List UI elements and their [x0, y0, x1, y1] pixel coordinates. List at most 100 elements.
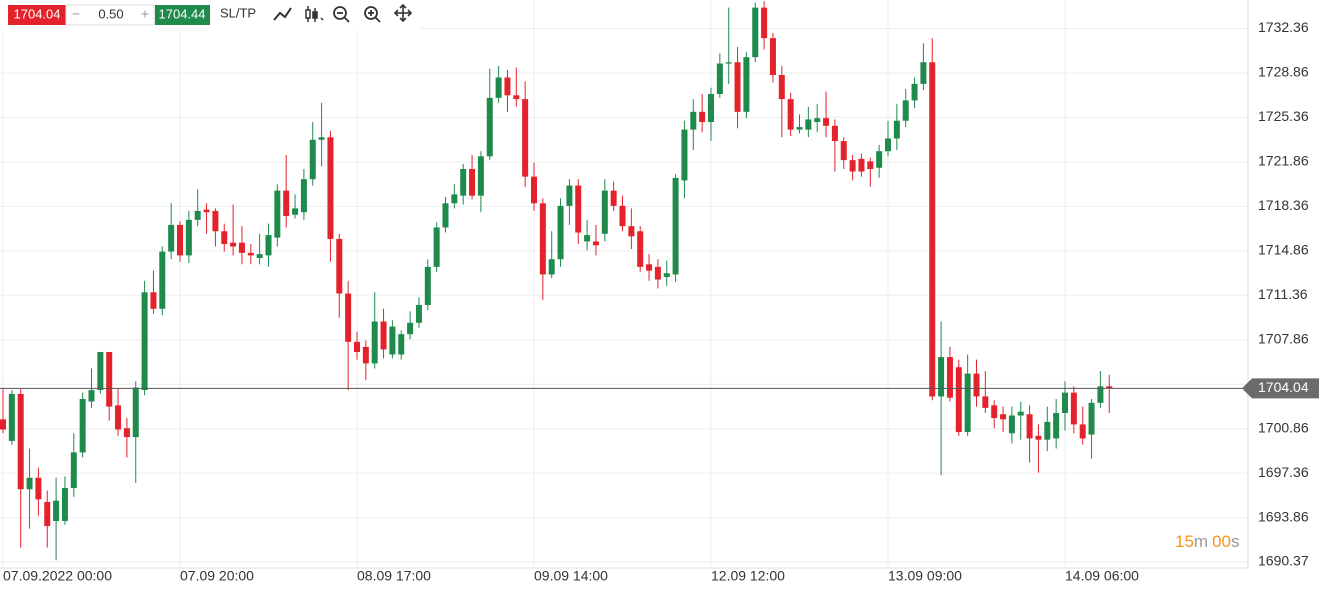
- candle-body: [141, 292, 148, 391]
- line-chart-icon[interactable]: [273, 7, 292, 21]
- candle-body: [513, 95, 520, 100]
- candle-body: [1079, 424, 1086, 439]
- candle-body: [1035, 435, 1042, 440]
- candle-body: [486, 97, 493, 157]
- candle-body: [610, 190, 617, 206]
- candle-body: [300, 179, 307, 213]
- y-tick-label: 1725.36: [1258, 108, 1309, 124]
- buy-button[interactable]: [155, 5, 210, 25]
- candle-body: [1070, 392, 1077, 425]
- candle-body: [477, 156, 484, 196]
- candle-body: [964, 373, 971, 433]
- bid-price[interactable]: 1704.04: [14, 6, 61, 21]
- y-tick-label: 1732.36: [1258, 19, 1309, 35]
- candle-body: [619, 205, 626, 227]
- candle-body: [79, 398, 86, 453]
- candle-body: [194, 210, 201, 220]
- candle-body: [327, 137, 334, 239]
- candle-body: [212, 210, 219, 232]
- ask-price[interactable]: 1704.44: [159, 6, 206, 21]
- y-tick-label: 1728.86: [1258, 64, 1309, 80]
- lot-size[interactable]: 0.50: [98, 6, 123, 21]
- candle-body: [1106, 386, 1113, 389]
- candle-body: [991, 405, 998, 419]
- candle-body: [123, 428, 130, 438]
- candle-body: [1088, 402, 1095, 435]
- candle-body: [769, 38, 776, 75]
- candle-body: [185, 219, 192, 256]
- candle-body: [256, 254, 263, 258]
- last-price-label: 1704.04: [1258, 379, 1309, 395]
- x-tick-label: 13.09 09:00: [888, 568, 962, 584]
- candle-body: [318, 137, 325, 140]
- grid: [0, 0, 1248, 568]
- candle-body: [752, 7, 759, 58]
- y-tick-label: 1718.36: [1258, 197, 1309, 213]
- candle-body: [504, 77, 511, 96]
- x-tick-label: 07.09 20:00: [180, 568, 254, 584]
- candle-body: [566, 185, 573, 206]
- candle-body: [575, 185, 582, 233]
- zoom-out-icon[interactable]: [333, 6, 350, 23]
- y-tick-label: 1711.36: [1258, 286, 1308, 302]
- candle-body: [159, 251, 166, 309]
- candle-body: [345, 293, 352, 342]
- y-tick-label: 1707.86: [1258, 330, 1309, 346]
- candle-body: [584, 235, 591, 242]
- candle-body: [796, 127, 803, 130]
- candle-body: [17, 393, 24, 490]
- candle-body: [646, 264, 653, 271]
- candle-body: [902, 100, 909, 121]
- candle-body: [778, 74, 785, 100]
- candle-body: [823, 118, 830, 126]
- candle-body: [61, 487, 68, 521]
- pan-icon[interactable]: [393, 3, 413, 23]
- candle-body: [876, 151, 883, 168]
- candle-body: [132, 387, 139, 438]
- candle-body: [725, 62, 732, 64]
- candle-body: [177, 224, 183, 256]
- candle-body: [1026, 414, 1033, 439]
- candle-body: [557, 205, 564, 260]
- timer-seconds: 00: [1212, 532, 1231, 551]
- lot-box: [65, 4, 155, 26]
- candle-icon[interactable]: [305, 6, 324, 22]
- candle-body: [26, 477, 33, 490]
- candle-body: [274, 190, 281, 238]
- candle-body: [97, 351, 104, 391]
- candle-body: [893, 120, 900, 139]
- candle-body: [88, 390, 95, 402]
- candle-body: [601, 190, 608, 234]
- candle-timer: 15m 00s: [1175, 532, 1240, 551]
- timer-minutes: 15: [1175, 532, 1194, 551]
- sell-button[interactable]: [8, 5, 66, 25]
- sltp-button[interactable]: SL/TP: [220, 5, 256, 20]
- candle-body: [44, 501, 51, 527]
- candle-body: [371, 321, 378, 364]
- candle-body: [1017, 411, 1024, 416]
- lot-decrease[interactable]: −: [72, 6, 80, 22]
- candle-body: [708, 94, 714, 122]
- candle-body: [1097, 386, 1104, 403]
- y-tick-label: 1697.36: [1258, 464, 1309, 480]
- candle-body: [460, 169, 467, 196]
- candle-body: [362, 346, 369, 364]
- y-tick-label: 1700.86: [1258, 419, 1309, 435]
- candle-body: [35, 477, 42, 500]
- candle-body: [885, 138, 891, 152]
- candle-body: [106, 351, 113, 407]
- candle-body: [265, 235, 272, 256]
- candle-body: [654, 266, 661, 280]
- y-tick-label: 1714.86: [1258, 242, 1309, 258]
- last-price-tag: [1242, 378, 1319, 399]
- zoom-in-icon[interactable]: [364, 6, 381, 23]
- candle-body: [814, 118, 821, 122]
- lot-increase[interactable]: +: [141, 6, 149, 22]
- candle-body: [858, 158, 865, 172]
- candle-body: [8, 393, 15, 441]
- candle-body: [380, 321, 387, 350]
- candle-body: [238, 242, 245, 253]
- x-tick-label: 09.09 14:00: [534, 568, 608, 584]
- candle-body: [1000, 414, 1007, 420]
